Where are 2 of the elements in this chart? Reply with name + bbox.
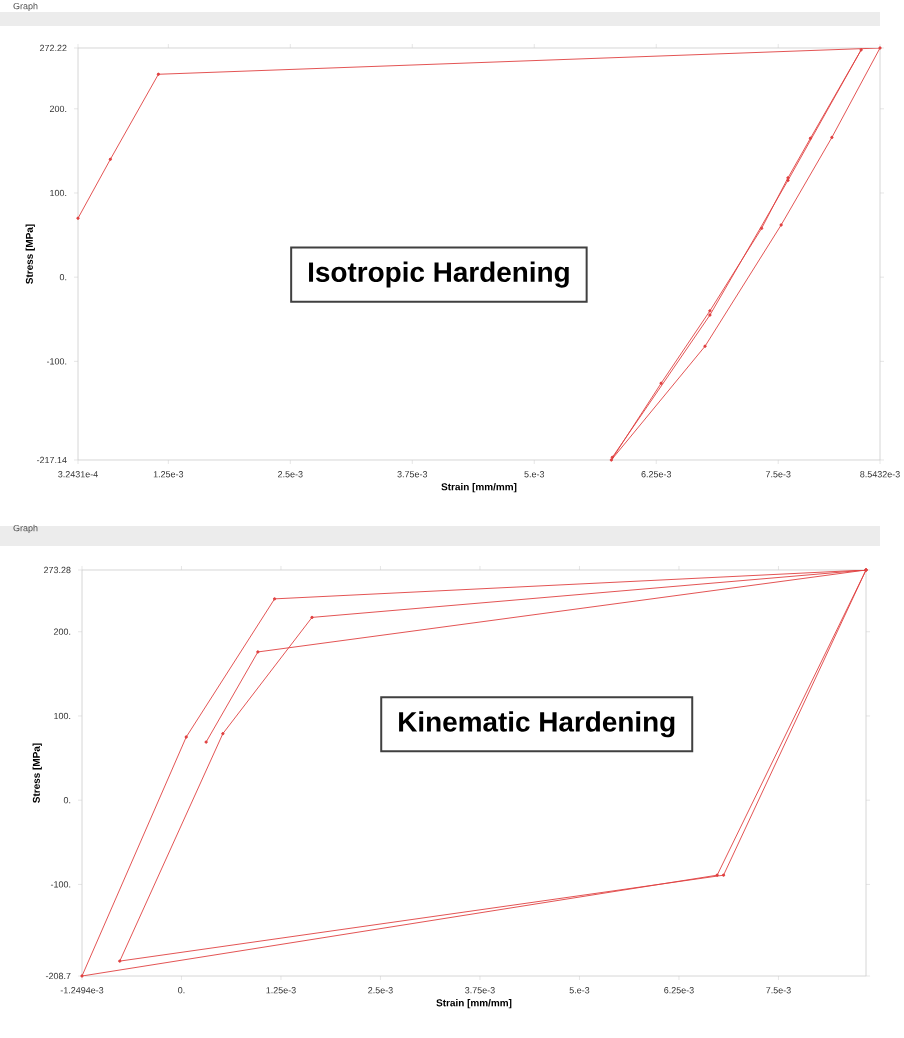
annotation: Isotropic Hardening [309, 261, 569, 288]
annotation: Kinematic Hardening [399, 711, 675, 738]
